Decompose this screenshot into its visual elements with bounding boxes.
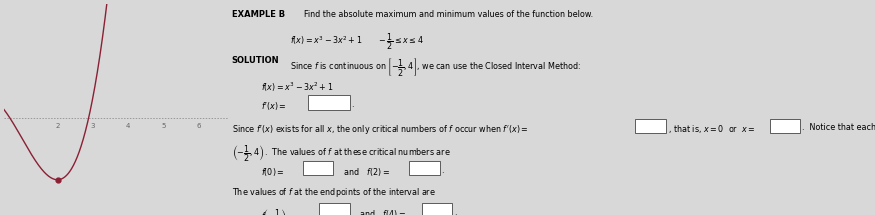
FancyBboxPatch shape: [409, 161, 439, 175]
Text: and   $f(2) =$: and $f(2) =$: [336, 166, 390, 178]
FancyBboxPatch shape: [769, 119, 801, 133]
Text: .: .: [454, 208, 457, 215]
Text: $\left(-\dfrac{1}{2}, 4\right)$.  The values of $f$ at these critical numbers ar: $\left(-\dfrac{1}{2}, 4\right)$. The val…: [232, 143, 451, 164]
Text: SOLUTION: SOLUTION: [232, 56, 279, 65]
Text: and   $f(4) =$: and $f(4) =$: [352, 208, 406, 215]
Text: 3: 3: [91, 123, 95, 129]
Text: .: .: [442, 166, 444, 175]
Text: 4: 4: [126, 123, 130, 129]
Text: $f(x) = x^3 - 3x^2 + 1 \qquad -\dfrac{1}{2} \leq x \leq 4$: $f(x) = x^3 - 3x^2 + 1 \qquad -\dfrac{1}…: [290, 32, 424, 52]
FancyBboxPatch shape: [422, 203, 452, 215]
FancyBboxPatch shape: [303, 161, 333, 175]
Text: $f(0) =$: $f(0) =$: [261, 166, 284, 178]
Text: The values of $f$ at the endpoints of the interval are: The values of $f$ at the endpoints of th…: [232, 186, 436, 199]
Text: Find the absolute maximum and minimum values of the function below.: Find the absolute maximum and minimum va…: [299, 10, 593, 19]
FancyBboxPatch shape: [635, 119, 666, 133]
Text: Since $f'(x)$ exists for all $x$, the only critical numbers of $f$ occur when $f: Since $f'(x)$ exists for all $x$, the on…: [232, 123, 528, 137]
Text: EXAMPLE B: EXAMPLE B: [232, 10, 285, 19]
Text: $f(x) = x^3 - 3x^2 + 1$: $f(x) = x^3 - 3x^2 + 1$: [261, 80, 333, 94]
Text: .: .: [352, 100, 354, 109]
Text: 2: 2: [55, 123, 60, 129]
Text: , that is, $x = 0$  or  $x =$: , that is, $x = 0$ or $x =$: [668, 123, 755, 135]
FancyBboxPatch shape: [308, 95, 350, 110]
Text: Since $f$ is continuous on $\left[-\dfrac{1}{2}, 4\right]$, we can use the Close: Since $f$ is continuous on $\left[-\dfra…: [284, 56, 581, 78]
Text: 5: 5: [162, 123, 166, 129]
Text: $f\!\left(-\dfrac{1}{2}\right) =$: $f\!\left(-\dfrac{1}{2}\right) =$: [261, 208, 295, 215]
Text: 6: 6: [197, 123, 201, 129]
Text: $f'(x) =$: $f'(x) =$: [261, 100, 286, 112]
FancyBboxPatch shape: [319, 203, 350, 215]
Text: .  Notice that each of these critical numbers lies in: . Notice that each of these critical num…: [802, 123, 875, 132]
